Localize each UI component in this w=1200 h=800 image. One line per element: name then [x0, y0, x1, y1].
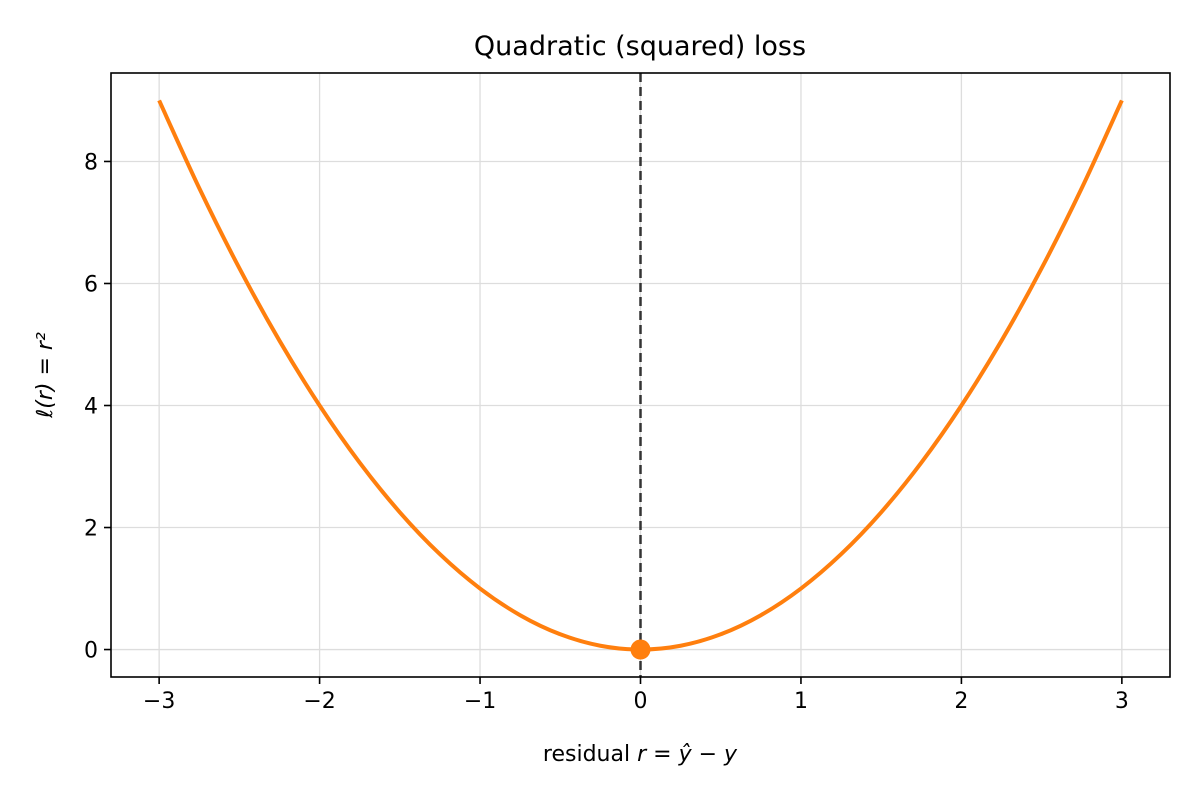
y-tick-label: 0 [84, 639, 98, 664]
x-tick-label: −1 [464, 689, 496, 714]
chart-title: Quadratic (squared) loss [474, 31, 806, 62]
x-tick-label: 2 [954, 689, 968, 714]
x-tick-label: 3 [1115, 689, 1129, 714]
x-axis-label: residual r = ŷ − y [543, 742, 738, 767]
x-tick-label: −3 [143, 689, 175, 714]
ticks: −3 −2 −1 0 1 2 3 0 2 4 6 8 [84, 150, 1129, 714]
plot-frame [110, 72, 1171, 678]
x-tick-label: −2 [303, 689, 335, 714]
y-tick-label: 6 [84, 272, 98, 297]
minimum-marker [630, 639, 651, 660]
y-tick-label: 2 [84, 517, 98, 542]
y-tick-label: 4 [84, 395, 98, 420]
x-tick-label: 0 [634, 689, 648, 714]
x-tick-label: 1 [794, 689, 808, 714]
y-tick-label: 8 [84, 150, 98, 175]
y-axis-label: ℓ(r) = r² [33, 332, 58, 419]
